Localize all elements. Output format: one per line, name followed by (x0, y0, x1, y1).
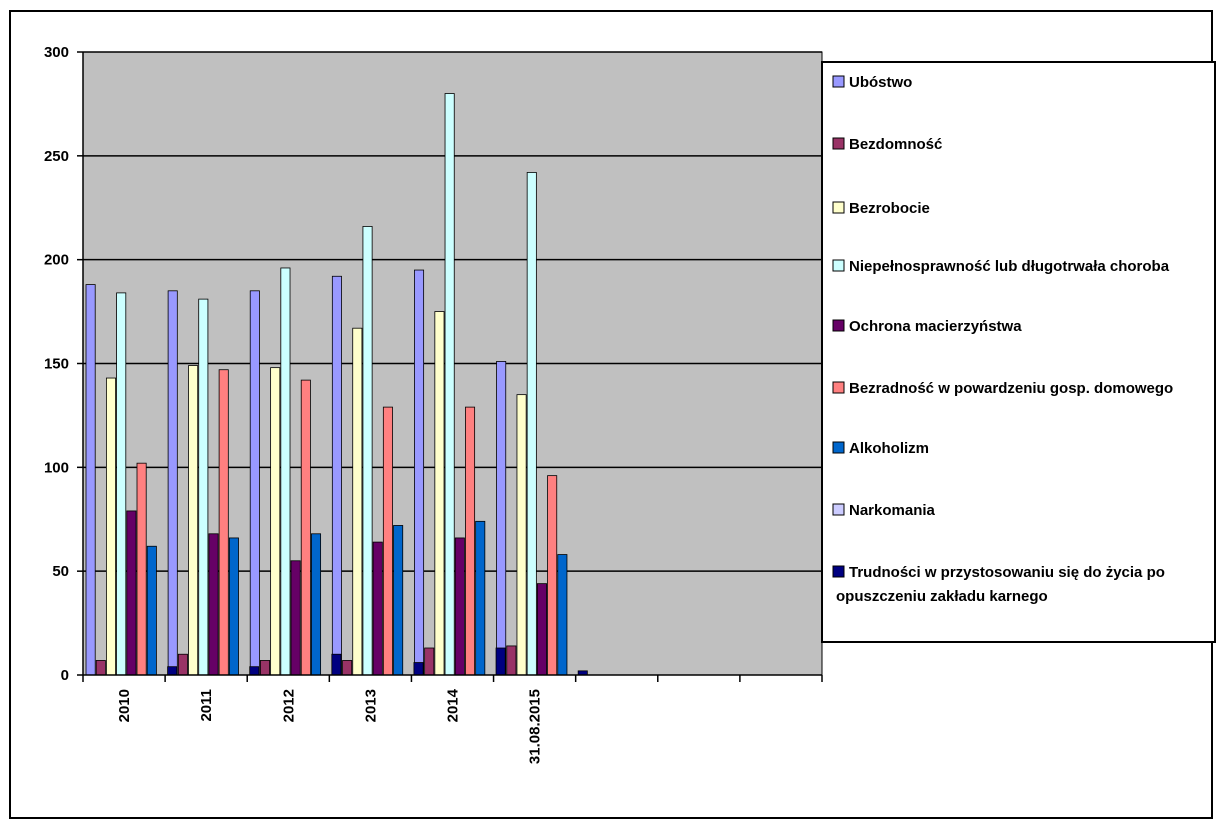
bar-series-8-cat-2 (331, 653, 342, 676)
bar-series-0-cat-4 (414, 269, 425, 676)
bar-series-5-cat-3 (382, 406, 393, 676)
bar-series-0-cat-5 (496, 361, 507, 676)
bar-series-6-cat-0 (146, 545, 157, 676)
legend-label-3: Niepełnosprawność lub długotrwała chorob… (849, 258, 1170, 275)
y-tick-label-0: 0 (61, 667, 69, 684)
bar-series-3-cat-3 (362, 226, 373, 676)
bar-series-4-cat-0 (126, 510, 137, 676)
bar-series-3-cat-5 (526, 172, 537, 676)
x-tick-label-2: 2012 (280, 689, 297, 722)
legend-box (821, 61, 1216, 643)
bar-series-2-cat-4 (434, 311, 445, 676)
bar-series-6-cat-2 (311, 533, 322, 676)
x-tick-label-3: 2013 (362, 689, 379, 722)
bar-series-0-cat-3 (331, 275, 342, 676)
bar-series-1-cat-5 (506, 645, 517, 676)
bar-series-3-cat-1 (198, 298, 209, 676)
legend-swatch-4 (832, 319, 845, 332)
bar-series-6-cat-4 (475, 520, 486, 676)
bar-series-2-cat-1 (188, 365, 199, 676)
y-tick-label-100: 100 (44, 459, 69, 476)
bar-series-2-cat-3 (352, 327, 363, 676)
legend-swatch-8 (832, 565, 845, 578)
legend-swatch-3 (832, 259, 845, 272)
bar-series-0-cat-0 (85, 284, 96, 676)
bar-series-2-cat-2 (270, 367, 281, 676)
x-tick-label-5: 31.08.2015 (527, 689, 544, 764)
bar-series-5-cat-4 (465, 406, 476, 676)
legend-label-5: Bezradność w powardzeniu gosp. domowego (849, 380, 1173, 397)
legend-swatch-6 (832, 441, 845, 454)
legend-label-0: Ubóstwo (849, 74, 912, 91)
legend-swatch-0 (832, 75, 845, 88)
legend-label-7: Narkomania (849, 502, 936, 519)
bar-series-3-cat-0 (116, 292, 127, 676)
legend-swatch-2 (832, 201, 845, 214)
axes (77, 51, 823, 682)
y-tick-label-300: 300 (44, 44, 69, 61)
bar-series-4-cat-3 (372, 541, 383, 676)
bar-series-8-cat-3 (413, 662, 424, 676)
x-tick-label-0: 2010 (116, 689, 133, 722)
bar-series-4-cat-5 (536, 583, 547, 676)
bar-series-4-cat-2 (290, 560, 301, 676)
legend-label-8: Trudności w przystosowaniu się do życia … (836, 564, 1165, 605)
bar-series-1-cat-0 (95, 660, 106, 676)
y-tick-labels: 0 50 100 150 200 250 300 (44, 44, 69, 684)
y-tick-label-250: 250 (44, 148, 69, 165)
bar-series-8-cat-1 (249, 666, 260, 676)
x-tick-labels: 2010 2011 2012 2013 2014 31.08.2015 (116, 688, 543, 764)
bar-series-4-cat-1 (208, 533, 219, 676)
x-tick-label-4: 2014 (445, 688, 462, 722)
y-tick-label-150: 150 (44, 356, 69, 373)
bar-series-3-cat-4 (444, 93, 455, 676)
y-tick-label-50: 50 (52, 563, 69, 580)
bar-series-4-cat-4 (454, 537, 465, 676)
x-tick-label-1: 2011 (198, 689, 215, 722)
legend-label-2: Bezrobocie (849, 200, 930, 217)
bar-series-1-cat-1 (177, 653, 188, 676)
bar-series-1-cat-4 (424, 647, 435, 676)
bar-series-2-cat-5 (516, 394, 527, 676)
bar-series-8-cat-0 (167, 666, 178, 676)
bar-series-8-cat-4 (495, 647, 506, 676)
legend-swatch-7 (832, 503, 845, 516)
bar-series-6-cat-3 (393, 525, 404, 676)
bar-series-1-cat-3 (342, 660, 353, 676)
legend-swatch-5 (832, 381, 845, 394)
bar-series-6-cat-5 (557, 554, 568, 676)
bar-series-5-cat-0 (136, 462, 147, 676)
legend-label-4: Ochrona macierzyństwa (849, 318, 1022, 335)
bar-series-1-cat-2 (260, 660, 271, 676)
bar-series-0-cat-2 (249, 290, 260, 676)
bar-series-5-cat-5 (547, 475, 558, 676)
legend-swatch-1 (832, 137, 845, 150)
bar-series-5-cat-1 (218, 369, 229, 676)
bar-series-0-cat-1 (167, 290, 178, 676)
legend-label-1: Bezdomność (849, 136, 942, 153)
y-tick-label-200: 200 (44, 252, 69, 269)
legend: Ubóstwo Bezdomność Bezrobocie Niepełnospraw… (821, 61, 1216, 643)
bar-series-6-cat-1 (228, 537, 239, 676)
bar-series-5-cat-2 (300, 379, 311, 676)
bar-series-3-cat-2 (280, 267, 291, 676)
bar-series-2-cat-0 (106, 377, 117, 676)
legend-label-6: Alkoholizm (849, 440, 929, 457)
